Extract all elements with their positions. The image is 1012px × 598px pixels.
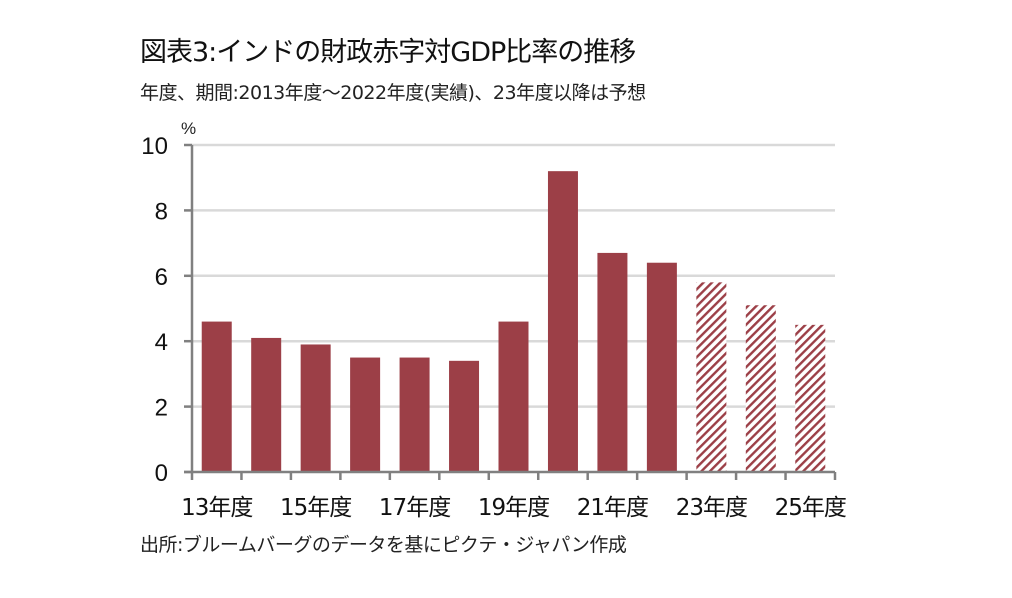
- bar-actual: [201, 321, 232, 472]
- bar-forecast: [745, 305, 776, 472]
- bar-actual: [597, 252, 628, 472]
- x-tick-label: 15年度: [280, 495, 352, 521]
- y-tick-label: 6: [155, 264, 168, 291]
- axes: [184, 143, 837, 480]
- bar-actual: [399, 357, 430, 472]
- bar-forecast: [696, 282, 727, 472]
- chart-title: 図表3:インドの財政赤字対GDP比率の推移: [140, 37, 636, 68]
- y-tick-label: 10: [141, 133, 168, 160]
- x-tick-label: 13年度: [181, 495, 253, 521]
- x-tick-label: 23年度: [676, 495, 748, 521]
- bars: [201, 171, 826, 472]
- bar-actual: [300, 344, 331, 472]
- y-tick-label: 0: [155, 460, 168, 487]
- bar-actual: [251, 337, 282, 472]
- bar-actual: [646, 262, 677, 472]
- bar-actual: [449, 360, 480, 472]
- source-note: 出所:ブルームバーグのデータを基にピクテ・ジャパン作成: [140, 534, 627, 556]
- y-axis-unit-label: %: [181, 119, 196, 138]
- y-tick-label: 8: [155, 198, 168, 225]
- chart-subtitle: 年度、期間:2013年度～2022年度(実績)、23年度以降は予想: [140, 82, 646, 104]
- bar-actual: [350, 357, 381, 472]
- x-tick-label: 17年度: [379, 495, 451, 521]
- y-tick-label: 4: [155, 329, 168, 356]
- tick-labels: 0 2 4 6 8 10 13年度 15年度 17年度 19年度 21年度 23年度 25年度: [141, 133, 848, 521]
- bar-actual: [498, 321, 529, 472]
- bar-forecast: [795, 324, 826, 472]
- x-tick-label: 21年度: [577, 495, 649, 521]
- bar-actual: [547, 171, 578, 472]
- x-tick-label: 19年度: [478, 495, 550, 521]
- y-tick-label: 2: [155, 395, 168, 422]
- x-tick-label: 25年度: [775, 495, 847, 521]
